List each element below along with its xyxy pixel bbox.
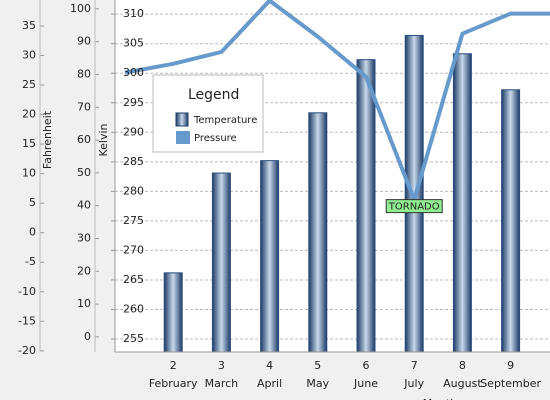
legend: Legend Temperature Pressure (152, 74, 264, 153)
y-tick-label: 295 (123, 96, 144, 109)
y-tick-label: 10 (22, 167, 36, 180)
bar (308, 112, 328, 352)
y-tick-label: 255 (123, 332, 144, 345)
legend-swatch (175, 112, 189, 127)
y-tick-label: 260 (123, 302, 144, 315)
bar (501, 89, 521, 352)
y-tick-label: 0 (84, 330, 91, 343)
y-tick-label: 30 (77, 231, 91, 244)
y-tick-label: 305 (123, 37, 144, 50)
y-tick-label: 10 (77, 297, 91, 310)
y-tick-label: 270 (123, 243, 144, 256)
bar (163, 272, 183, 352)
y-tick-label: 280 (123, 184, 144, 197)
y-tick-label: -15 (18, 314, 36, 327)
marks (124, 0, 550, 352)
axis-title: Kelvin (97, 123, 110, 156)
x-tick-label: 4 (266, 359, 273, 372)
y-tick-label: 100 (70, 2, 91, 15)
legend-swatch (176, 131, 190, 144)
x-tick-label: May (306, 377, 329, 390)
bar (452, 53, 472, 352)
line (124, 0, 550, 202)
y-tick-label: 285 (123, 155, 144, 168)
x-tick-label: 6 (363, 359, 370, 372)
y-tick-label: 80 (77, 67, 91, 80)
x-tick-label: August (443, 377, 482, 390)
legend-box (152, 74, 264, 153)
y-tick-label: 290 (123, 125, 144, 138)
axis-title: Fahrenheit (41, 110, 54, 169)
legend-title: Legend (188, 87, 239, 103)
x-tick-label: 8 (459, 359, 466, 372)
y-tick-label: 15 (22, 137, 36, 150)
x-tick-label: February (149, 377, 198, 390)
y-tick-label: 300 (123, 66, 144, 79)
x-tick-label: 3 (218, 359, 225, 372)
y-tick-label: 0 (29, 226, 36, 239)
bar (260, 160, 280, 352)
y-tick-label: 20 (22, 108, 36, 121)
x-tick-label: April (257, 377, 282, 390)
y-tick-label: 5 (29, 196, 36, 209)
x-tick-label: 9 (507, 359, 514, 372)
x-tick-label: 7 (411, 359, 418, 372)
bar (356, 59, 376, 352)
y-tick-label: 310 (123, 7, 144, 20)
y-tick-label: -20 (18, 344, 36, 357)
y-tick-label: 25 (22, 78, 36, 91)
y-tick-label: 20 (77, 264, 91, 277)
y-tick-label: 40 (77, 199, 91, 212)
x-tick-label: June (353, 377, 378, 390)
annotation-box (385, 199, 443, 214)
x-tick-label: 2 (170, 359, 177, 372)
annotation: TORNADO (388, 202, 440, 213)
grid (115, 13, 550, 340)
y-tick-label: 90 (77, 35, 91, 48)
y-tick-label: 275 (123, 214, 144, 227)
y-tick-label: -10 (18, 285, 36, 298)
axes: 255260265270275280285290295300305310-20-… (18, 0, 550, 400)
bar (211, 172, 231, 352)
y-tick-label: 30 (22, 49, 36, 62)
x-tick-label: September (480, 377, 541, 390)
y-tick-label: 35 (22, 19, 36, 32)
x-tick-label: March (205, 377, 239, 390)
y-tick-label: 265 (123, 273, 144, 286)
y-tick-label: -5 (25, 255, 36, 268)
x-tick-label: 5 (314, 359, 321, 372)
y-tick-label: 60 (77, 133, 91, 146)
legend-label: Pressure (194, 133, 237, 144)
y-tick-label: 70 (77, 100, 91, 113)
y-tick-label: 50 (77, 166, 91, 179)
x-axis-title: Month (423, 397, 458, 400)
legend-label: Temperature (193, 115, 257, 126)
x-tick-label: July (403, 377, 424, 390)
